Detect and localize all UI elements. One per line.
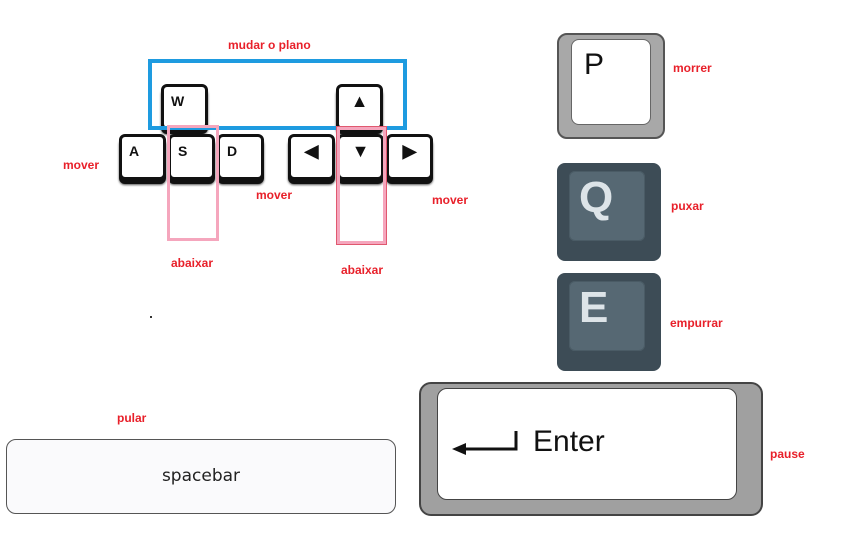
label-move-middle: mover <box>256 188 293 202</box>
key-enter[interactable]: Enter <box>419 382 763 516</box>
key-d[interactable]: D <box>217 134 264 180</box>
key-e-face: E <box>569 281 645 351</box>
stray-dot <box>150 316 152 318</box>
key-e-label: E <box>579 283 609 332</box>
label-jump: pular <box>117 411 147 425</box>
key-p-face: P <box>571 39 651 125</box>
key-arrow-down[interactable]: ▼ <box>337 134 384 180</box>
label-change-plane: mudar o plano <box>228 38 311 52</box>
key-enter-label: Enter <box>533 425 605 458</box>
key-spacebar-label: spacebar <box>161 466 241 486</box>
key-q-face: Q <box>569 171 645 241</box>
key-arrow-right[interactable]: ▶ <box>386 134 433 180</box>
key-w[interactable]: W <box>161 84 208 130</box>
arrow-up-icon: ▲ <box>350 91 369 111</box>
key-arrow-up[interactable]: ▲ <box>336 84 383 130</box>
key-p-label: P <box>584 48 605 81</box>
crouch-s-highlight <box>167 125 219 241</box>
arrow-left-icon: ◀ <box>304 141 319 161</box>
key-w-label: W <box>171 93 185 109</box>
label-crouch-left: abaixar <box>171 256 214 270</box>
label-crouch-right: abaixar <box>341 263 384 277</box>
label-move-left: mover <box>63 158 100 172</box>
key-a-label: A <box>129 143 140 159</box>
key-e[interactable]: E <box>557 273 661 371</box>
key-p[interactable]: P <box>557 33 665 139</box>
arrow-down-icon: ▼ <box>351 141 370 161</box>
arrow-right-icon: ▶ <box>402 141 417 161</box>
key-d-label: D <box>227 143 238 159</box>
label-move-right: mover <box>432 193 469 207</box>
key-enter-face: Enter <box>437 388 737 500</box>
change-plane-highlight <box>148 59 407 130</box>
label-pause: pause <box>770 447 805 461</box>
key-arrow-left[interactable]: ◀ <box>288 134 335 180</box>
return-arrow-icon <box>452 431 518 455</box>
key-spacebar[interactable]: spacebar <box>6 439 396 514</box>
key-q[interactable]: Q <box>557 163 661 261</box>
crouch-down-highlight <box>336 126 387 245</box>
key-q-label: Q <box>579 173 614 222</box>
key-s-label: S <box>178 143 188 159</box>
key-a[interactable]: A <box>119 134 166 180</box>
label-push: empurrar <box>670 316 723 330</box>
label-pull: puxar <box>671 199 704 213</box>
label-die: morrer <box>673 61 712 75</box>
